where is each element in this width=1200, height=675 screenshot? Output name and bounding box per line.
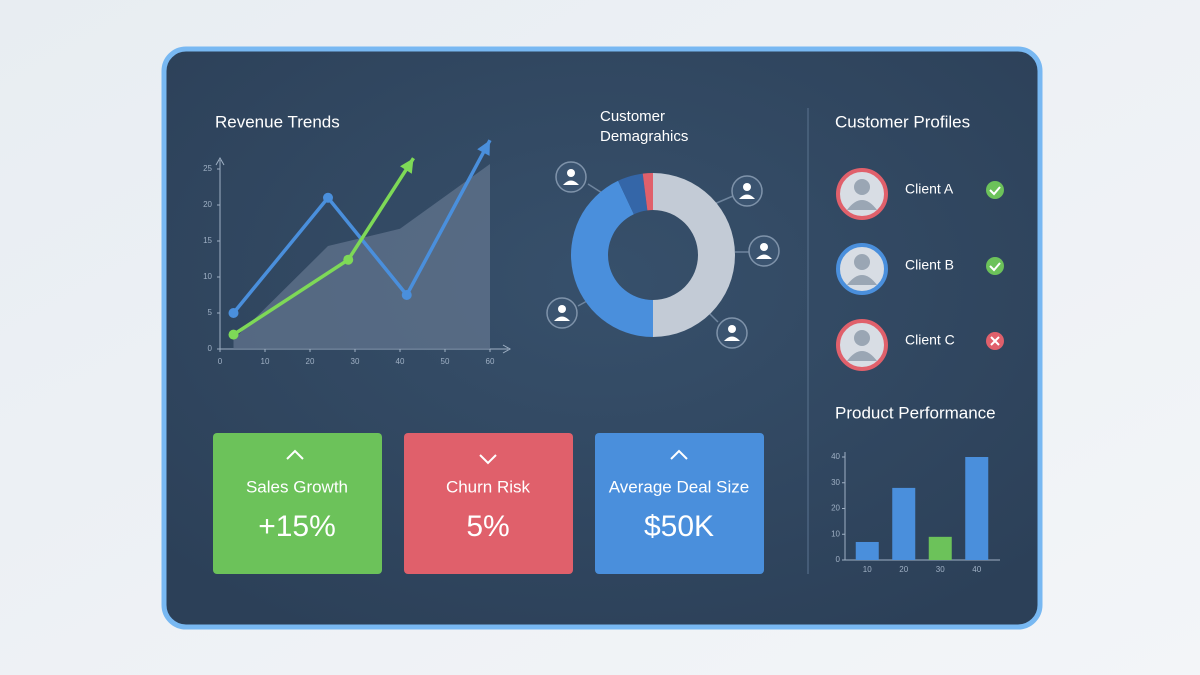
y-tick-label: 0: [836, 555, 841, 564]
donut-segment: [571, 180, 653, 337]
client-name: Client A: [905, 181, 954, 197]
kpi-label: Churn Risk: [446, 477, 531, 496]
y-tick-label: 25: [203, 164, 212, 173]
client-name: Client B: [905, 257, 954, 273]
avatar-icons: [554, 169, 772, 341]
x-tick-label: 30: [351, 357, 360, 366]
line: [232, 139, 492, 315]
kpi-card: [404, 433, 573, 574]
y-tick-label: 10: [831, 529, 840, 538]
x-tick-label: 10: [261, 357, 270, 366]
arrowhead: [477, 140, 490, 156]
y-tick-label: 30: [831, 478, 840, 487]
chart-title: Customer: [600, 108, 665, 125]
axis-arrow: [502, 344, 512, 354]
kpi-value: +15%: [258, 510, 336, 543]
y-tick-label: 5: [208, 308, 213, 317]
x-tick-label: 30: [936, 565, 945, 574]
y-tick-label: 40: [831, 452, 840, 461]
donut-segment: [642, 173, 653, 211]
donut-segment: [618, 173, 648, 215]
arrowhead: [400, 158, 414, 174]
bar: [928, 536, 952, 560]
kpi-value: 5%: [466, 510, 509, 543]
x-tick-label: 40: [396, 357, 405, 366]
kpi-label: Average Deal Size: [609, 477, 750, 496]
x-tick-label: 0: [218, 357, 223, 366]
down-chevron: [479, 454, 497, 465]
donut-segment: [653, 173, 735, 337]
kpi-card: [213, 433, 382, 574]
point: [228, 308, 239, 318]
x-tick-label: 20: [306, 357, 315, 366]
kpi-label: Sales Growth: [246, 477, 348, 496]
y-tick-label: 20: [203, 200, 212, 209]
axis-arrow: [215, 156, 225, 166]
client-avatars: [836, 168, 888, 371]
bar: [892, 487, 916, 560]
x-tick-label: 10: [863, 565, 872, 574]
section-title: Customer Profiles: [835, 112, 970, 131]
client-name: Client C: [905, 332, 955, 348]
panel: [161, 46, 1043, 630]
kpi-card: [595, 433, 764, 574]
bar: [965, 457, 989, 560]
area: [233, 163, 490, 349]
x-tick-label: 40: [972, 565, 981, 574]
x-tick-label: 60: [486, 357, 495, 366]
bar: [855, 541, 879, 560]
up-chevron: [286, 449, 304, 460]
chart-title: Demagrahics: [600, 128, 688, 145]
point: [323, 192, 333, 203]
up-chevron: [670, 449, 688, 460]
chart-title: Revenue Trends: [215, 112, 340, 131]
y-tick-label: 20: [831, 504, 840, 513]
chart-title: Product Performance: [835, 403, 996, 422]
y-tick-label: 10: [203, 272, 212, 281]
y-tick-label: 15: [203, 236, 212, 245]
point: [343, 254, 354, 265]
x-tick-label: 50: [441, 357, 450, 366]
x-tick-label: 20: [899, 565, 908, 574]
point: [228, 329, 239, 340]
point: [401, 290, 412, 300]
status-icons: [986, 181, 1004, 350]
kpi-value: $50K: [644, 510, 714, 543]
y-tick-label: 0: [208, 344, 213, 353]
